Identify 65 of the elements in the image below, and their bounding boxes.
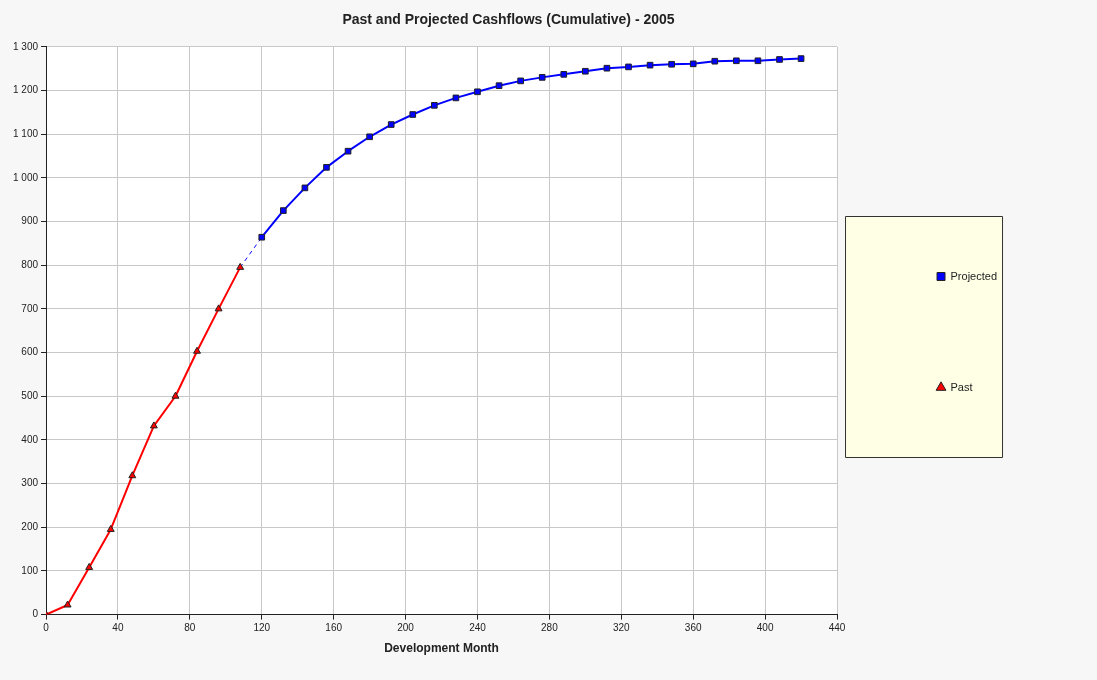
point bbox=[431, 102, 438, 109]
point bbox=[193, 346, 201, 354]
legend-label: Past bbox=[950, 380, 973, 393]
y-tick-label: 800 bbox=[21, 258, 39, 270]
x-tick-label: 40 bbox=[112, 622, 124, 634]
x-tick-label: 200 bbox=[397, 622, 415, 634]
y-tick-label: 900 bbox=[21, 215, 39, 227]
point bbox=[776, 56, 783, 63]
point bbox=[149, 421, 158, 429]
point bbox=[668, 60, 675, 68]
point bbox=[171, 391, 180, 399]
y-tick-label: 200 bbox=[21, 521, 39, 532]
x-tick-label: 440 bbox=[828, 622, 846, 634]
chart-title: Past and Projected Cashflows (Cumulative) - 2005 bbox=[342, 11, 675, 28]
point bbox=[106, 524, 115, 532]
x-tick-label: 120 bbox=[253, 622, 271, 634]
point bbox=[754, 57, 762, 65]
y-tick-label: 600 bbox=[21, 346, 39, 358]
point bbox=[301, 184, 309, 192]
point bbox=[409, 111, 417, 118]
point bbox=[452, 94, 460, 102]
point bbox=[258, 233, 266, 241]
y-tick-label: 400 bbox=[21, 433, 39, 445]
point bbox=[63, 600, 72, 608]
y-tick-label: 1 200 bbox=[12, 84, 39, 96]
point bbox=[323, 164, 330, 171]
y-tick-label: 700 bbox=[21, 302, 39, 314]
point bbox=[280, 207, 287, 214]
point bbox=[582, 67, 589, 75]
point bbox=[646, 61, 654, 69]
point bbox=[560, 70, 568, 78]
point bbox=[797, 55, 805, 62]
point bbox=[236, 262, 245, 270]
point bbox=[495, 82, 503, 89]
point bbox=[689, 60, 697, 68]
point bbox=[344, 147, 352, 155]
legend-label: Projected bbox=[950, 269, 998, 282]
y-tick-label: 0 bbox=[32, 608, 39, 620]
y-tick-label: 1 100 bbox=[12, 127, 39, 139]
x-tick-label: 160 bbox=[325, 622, 343, 634]
point bbox=[214, 304, 223, 312]
y-tick-label: 1 300 bbox=[12, 40, 39, 52]
point bbox=[733, 57, 740, 65]
point bbox=[517, 77, 524, 85]
y-tick-label: 500 bbox=[21, 389, 39, 401]
x-tick-label: 0 bbox=[43, 622, 50, 634]
x-tick-label: 400 bbox=[756, 622, 774, 634]
point bbox=[625, 63, 632, 71]
point bbox=[128, 471, 137, 479]
y-tick-label: 100 bbox=[21, 564, 39, 576]
x-tick-label: 320 bbox=[612, 622, 631, 634]
point bbox=[711, 57, 719, 65]
point bbox=[366, 133, 373, 141]
point bbox=[603, 64, 611, 72]
point bbox=[474, 88, 481, 96]
y-tick-label: 1 000 bbox=[12, 171, 39, 183]
x-tick-label: 360 bbox=[684, 622, 702, 634]
point bbox=[85, 562, 94, 570]
point bbox=[538, 74, 546, 81]
x-tick-label: 80 bbox=[184, 622, 196, 634]
x-tick-label: 240 bbox=[469, 622, 487, 634]
point bbox=[387, 121, 395, 128]
y-tick-label: 300 bbox=[21, 477, 39, 489]
x-axis-title: Development Month bbox=[384, 641, 499, 656]
x-tick-label: 280 bbox=[541, 622, 559, 634]
